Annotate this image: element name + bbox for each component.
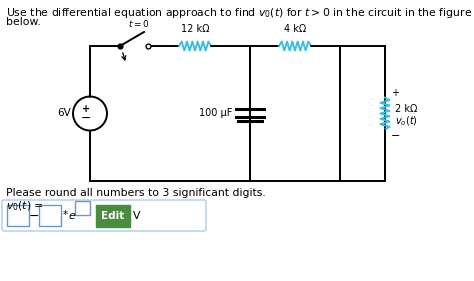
Text: Use the differential equation approach to find $v_0(t)$ for $t > 0$ in the circu: Use the differential equation approach t… [6, 6, 472, 20]
Text: $t = 0$: $t = 0$ [128, 18, 150, 29]
Text: Please round all numbers to 3 significant digits.: Please round all numbers to 3 significan… [6, 188, 266, 198]
Text: −: − [391, 130, 401, 140]
Text: −: − [81, 112, 91, 125]
Text: +: + [391, 89, 399, 99]
FancyBboxPatch shape [39, 205, 61, 226]
Text: 12 kΩ: 12 kΩ [181, 24, 209, 34]
Text: V: V [133, 211, 140, 221]
Text: $v_o(t)$: $v_o(t)$ [395, 115, 418, 128]
Text: Edit: Edit [101, 211, 125, 221]
Text: $v_0(t)$ =: $v_0(t)$ = [6, 199, 44, 213]
Text: 100 μF: 100 μF [199, 108, 232, 119]
Text: 4 kΩ: 4 kΩ [284, 24, 306, 34]
FancyBboxPatch shape [2, 200, 206, 231]
FancyBboxPatch shape [7, 205, 29, 226]
FancyBboxPatch shape [96, 205, 130, 227]
Text: +: + [82, 103, 90, 114]
Text: 6V: 6V [57, 108, 71, 119]
Text: 2 kΩ: 2 kΩ [395, 105, 418, 114]
Text: below.: below. [6, 17, 41, 27]
Text: $e$: $e$ [68, 211, 76, 221]
Text: *: * [63, 210, 72, 220]
Text: −: − [29, 210, 39, 223]
FancyBboxPatch shape [75, 201, 90, 215]
